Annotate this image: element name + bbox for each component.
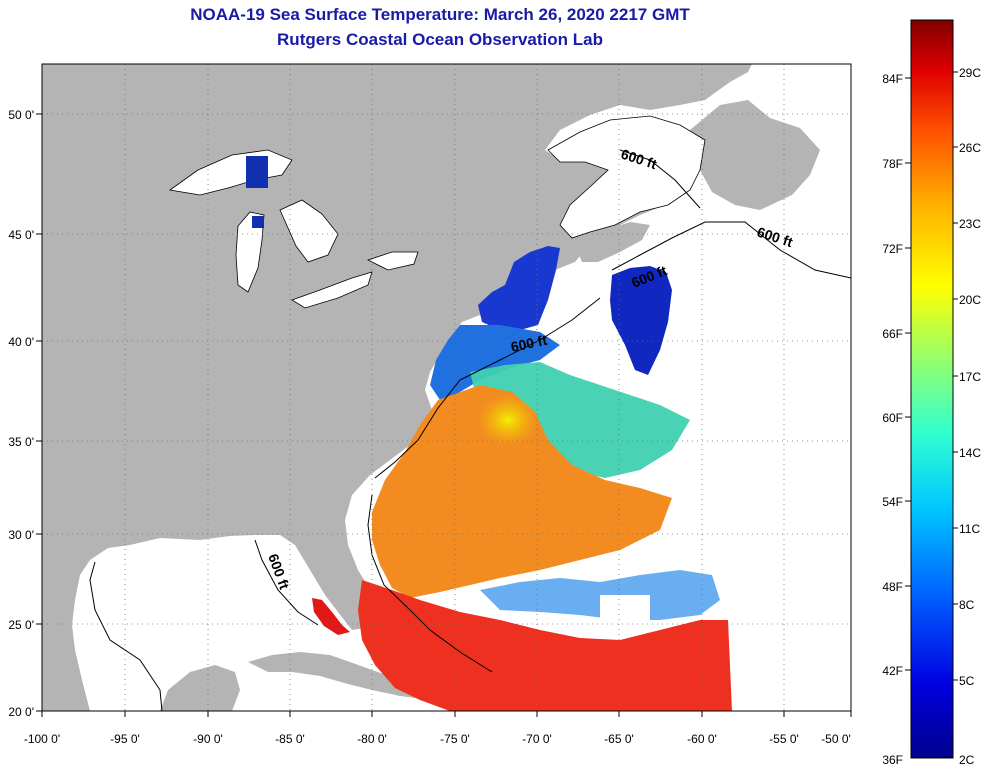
gulf-of-st-lawrence — [547, 115, 706, 239]
colorbar-f-label: 60F — [882, 411, 903, 425]
sst-gulf-stream-orange — [372, 385, 672, 598]
land-yucatan — [160, 665, 240, 711]
land-central-america — [42, 600, 80, 711]
sst-overlay — [312, 246, 732, 711]
land-cuba — [248, 652, 440, 700]
x-tick-label: -70 0' — [522, 732, 552, 746]
colorbar-c-label: 26C — [959, 141, 981, 155]
colorbar-c-label: 23C — [959, 217, 981, 231]
y-tick-label: 20 0' — [8, 705, 34, 719]
x-tick-label: -95 0' — [110, 732, 140, 746]
colorbar-f-label: 78F — [882, 157, 903, 171]
x-tick-label: -75 0' — [440, 732, 470, 746]
lake-michigan — [235, 211, 265, 293]
y-tick-label: 30 0' — [8, 528, 34, 542]
lake-huron — [279, 199, 339, 263]
sst-southern-warm-red — [358, 580, 732, 711]
sst-florida-shelf-red — [312, 598, 350, 635]
colorbar-c-label: 17C — [959, 370, 981, 384]
lake-ontario — [366, 251, 419, 271]
land-newfoundland — [690, 100, 820, 210]
lake-michigan-sst-cell — [252, 216, 264, 228]
y-tick-label: 40 0' — [8, 335, 34, 349]
sst-georges-bank-cold — [610, 266, 672, 375]
colorbar-f-label: 42F — [882, 664, 903, 678]
x-tick-label: -80 0' — [357, 732, 387, 746]
colorbar-f-label: 54F — [882, 495, 903, 509]
colorbar-f-label: 36F — [882, 753, 903, 767]
map-title: NOAA-19 Sea Surface Temperature: March 2… — [190, 5, 690, 24]
x-axis: -100 0' -95 0' -90 0' -85 0' -80 0' -75 … — [24, 711, 852, 746]
sst-gulf-of-maine-cold — [478, 246, 560, 330]
x-tick-label: -85 0' — [275, 732, 305, 746]
colorbar-c-label: 5C — [959, 674, 975, 688]
x-tick-label: -65 0' — [604, 732, 634, 746]
colorbar-f-label: 66F — [882, 327, 903, 341]
map-subtitle: Rutgers Coastal Ocean Observation Lab — [277, 30, 603, 49]
sst-warm-core-yellow — [478, 394, 538, 446]
x-tick-label: -55 0' — [769, 732, 799, 746]
colorbar-f-label: 84F — [882, 72, 903, 86]
sst-slope-green — [470, 362, 690, 478]
colorbar-c-label: 20C — [959, 293, 981, 307]
x-tick-label: -100 0' — [24, 732, 60, 746]
colorbar-gradient — [910, 19, 954, 759]
sst-cloud-gap — [600, 595, 650, 625]
lake-superior-sst-cell — [246, 156, 268, 188]
y-axis: 50 0' 45 0' 40 0' 35 0' 30 0' 25 0' 20 0… — [8, 108, 42, 719]
x-tick-label: -50 0' — [821, 732, 851, 746]
colorbar-c-label: 11C — [959, 522, 980, 536]
colorbar-f-label: 48F — [882, 580, 903, 594]
land-nova-scotia — [575, 222, 650, 262]
colorbar-c-label: 14C — [959, 446, 981, 460]
y-tick-label: 35 0' — [8, 435, 34, 449]
colorbar-c-label: 2C — [959, 753, 975, 767]
colorbar: 84F 78F 72F 66F 60F 54F 48F 42F 36F 29C … — [882, 19, 981, 767]
y-tick-label: 50 0' — [8, 108, 34, 122]
colorbar-c-label: 29C — [959, 66, 981, 80]
contour-label-shelf: 600 ft — [509, 332, 548, 355]
map-frame — [41, 63, 852, 712]
y-tick-label: 45 0' — [8, 228, 34, 242]
map-plot-area: 600 ft 600 ft 600 ft 600 ft 600 ft — [41, 63, 852, 712]
y-tick-label: 25 0' — [8, 618, 34, 632]
isobath-600ft — [89, 149, 851, 711]
x-tick-label: -60 0' — [687, 732, 717, 746]
great-lakes — [168, 149, 419, 309]
x-tick-label: -90 0' — [193, 732, 223, 746]
colorbar-c-label: 8C — [959, 598, 975, 612]
lake-erie — [291, 271, 373, 309]
colorbar-f-label: 72F — [882, 242, 903, 256]
